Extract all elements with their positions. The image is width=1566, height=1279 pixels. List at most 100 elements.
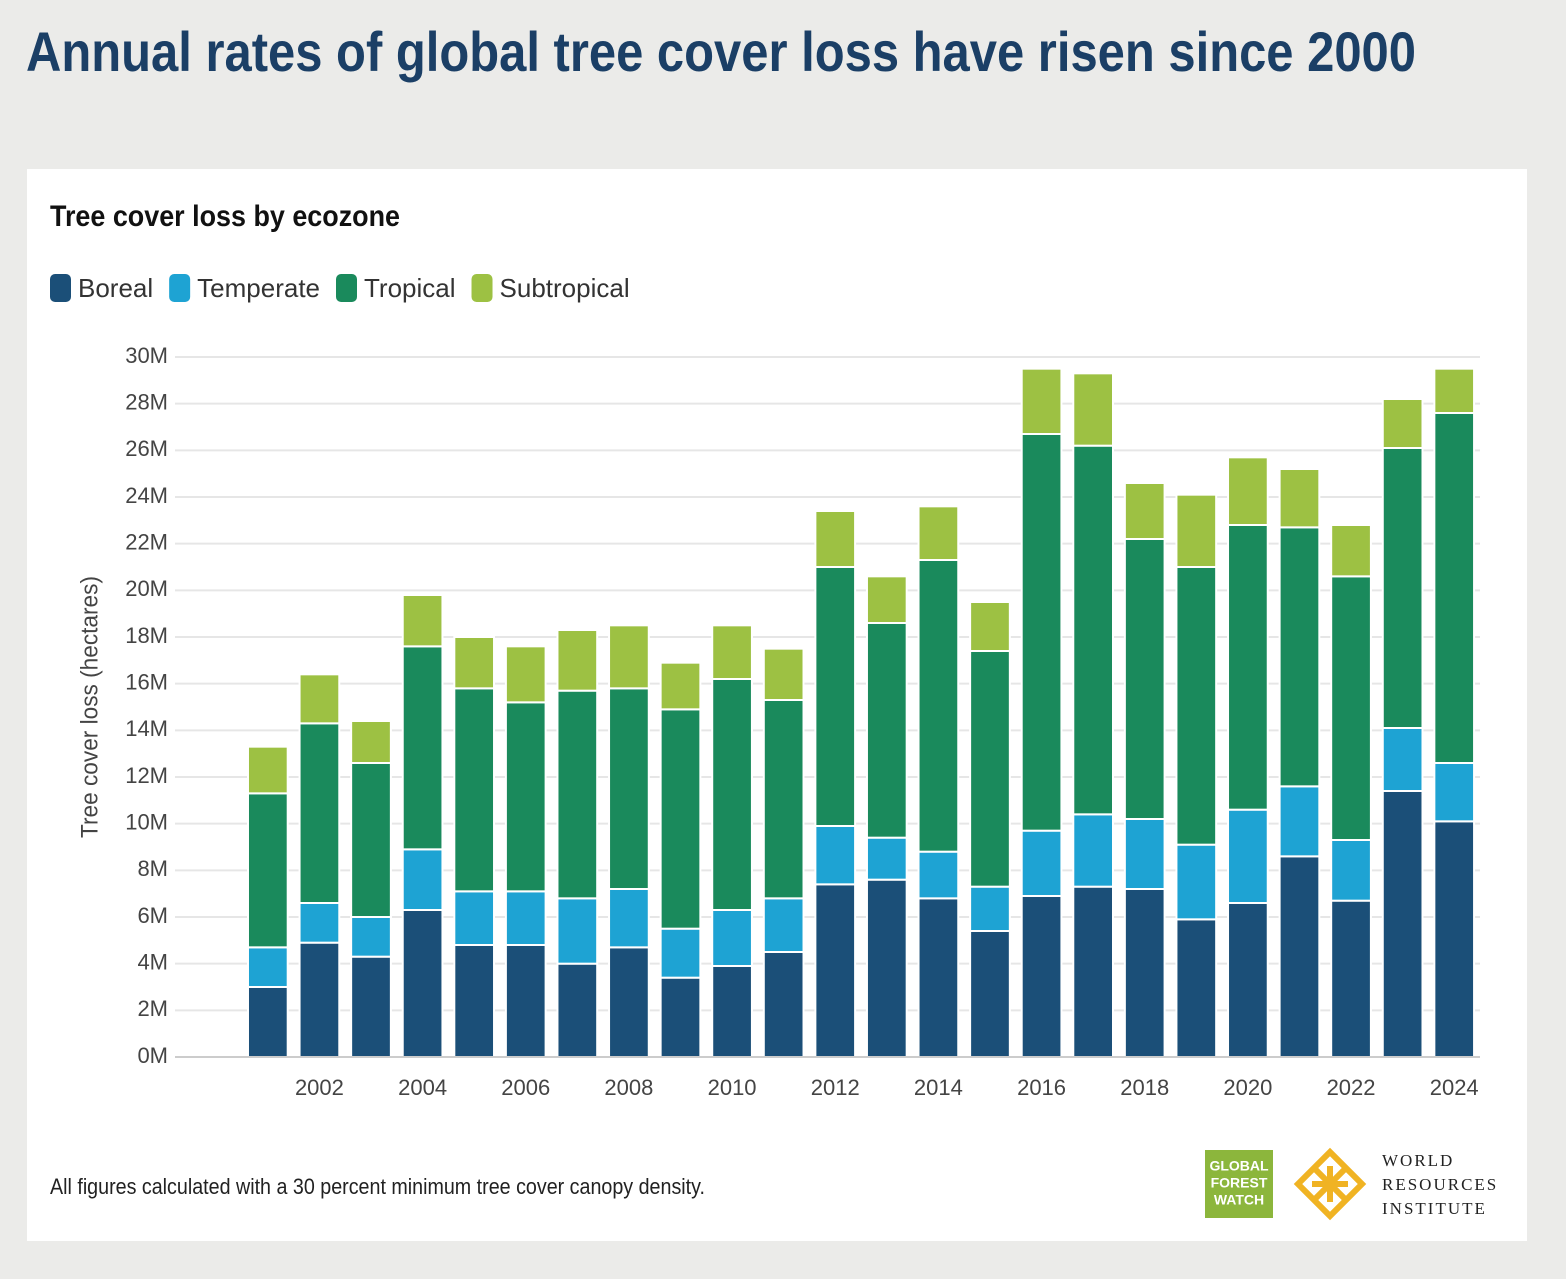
bar-segment xyxy=(659,976,702,1059)
bar-segment xyxy=(504,890,547,946)
bar-segment xyxy=(1278,855,1321,1058)
bar-segment xyxy=(298,722,341,904)
bar-segment xyxy=(556,629,599,692)
bar-segment xyxy=(1175,918,1218,1058)
legend-label: Subtropical xyxy=(500,273,630,303)
bar-segment xyxy=(762,647,805,702)
bar-segment xyxy=(969,650,1011,888)
bar-segment xyxy=(814,566,857,827)
bar-segment xyxy=(556,689,599,900)
bar-segment xyxy=(1123,818,1166,890)
bar-segment xyxy=(401,848,444,911)
y-tick-label: 2M xyxy=(137,996,168,1021)
bar-segment xyxy=(865,622,908,839)
x-tick-label: 2022 xyxy=(1327,1075,1376,1100)
bar-segment xyxy=(711,678,753,911)
x-tick-label: 2020 xyxy=(1223,1075,1272,1100)
x-tick-label: 2018 xyxy=(1120,1075,1169,1100)
bar-segment xyxy=(762,897,805,953)
gfw-logo-text: WATCH xyxy=(1214,1192,1264,1208)
bar-segment xyxy=(969,930,1011,1058)
gfw-logo-text: FOREST xyxy=(1211,1175,1268,1191)
bar-segment xyxy=(1381,727,1424,792)
legend-swatch xyxy=(169,274,191,302)
legend-swatch xyxy=(50,274,71,302)
bar-segment xyxy=(1381,447,1424,729)
bar-segment xyxy=(1433,412,1476,764)
bar-segment xyxy=(1227,902,1269,1058)
bar-segment xyxy=(917,505,960,562)
bar-segment xyxy=(608,624,650,690)
x-tick-label: 2006 xyxy=(501,1075,550,1100)
bar-segment xyxy=(1227,524,1269,811)
bar-segment xyxy=(504,944,547,1058)
bar-segment xyxy=(453,687,496,893)
bar-segment xyxy=(1020,367,1063,435)
bar-segment xyxy=(1278,468,1321,529)
bar-segment xyxy=(1123,888,1166,1058)
bar-segment xyxy=(1278,785,1321,858)
legend-swatch xyxy=(336,274,357,302)
bar-segment xyxy=(401,645,444,851)
bar-segment xyxy=(401,909,444,1058)
bar-segment xyxy=(711,624,753,680)
chart-title: Tree cover loss by ecozone xyxy=(50,200,400,233)
bar-segment xyxy=(1330,839,1372,902)
bar-segment xyxy=(917,559,960,853)
bar-segment xyxy=(659,927,702,979)
y-tick-label: 22M xyxy=(125,529,168,554)
bar-segment xyxy=(711,909,753,967)
bar-segment xyxy=(298,902,341,944)
bar-segment xyxy=(246,792,289,949)
wri-logo-text: INSTITUTE xyxy=(1382,1199,1487,1218)
y-tick-label: 4M xyxy=(137,949,168,974)
bar-segment xyxy=(917,897,960,1058)
bar-segment xyxy=(350,955,392,1059)
x-tick-label: 2012 xyxy=(811,1075,860,1100)
bar-segment xyxy=(969,601,1011,652)
bar-segment xyxy=(246,986,289,1058)
bar-segment xyxy=(1072,372,1115,447)
legend-label: Tropical xyxy=(364,273,456,303)
bar-segment xyxy=(917,850,960,900)
bar-segment xyxy=(350,720,392,764)
y-tick-label: 26M xyxy=(125,436,168,461)
x-tick-label: 2008 xyxy=(604,1075,653,1100)
bar-segment xyxy=(762,699,805,900)
y-tick-label: 6M xyxy=(137,903,168,928)
y-tick-label: 12M xyxy=(125,763,168,788)
bar-segment xyxy=(1330,899,1372,1059)
x-tick-label: 2014 xyxy=(914,1075,963,1100)
bar-segment xyxy=(453,944,496,1058)
y-tick-label: 28M xyxy=(125,389,168,414)
y-tick-label: 16M xyxy=(125,669,168,694)
bar-segment xyxy=(246,946,289,988)
bar-segment xyxy=(814,825,857,886)
bar-segment xyxy=(814,883,857,1058)
bar-segment xyxy=(814,510,857,568)
wri-logo-text: WORLD xyxy=(1382,1151,1454,1170)
bar-segment xyxy=(1433,367,1476,414)
bar-segment xyxy=(1020,829,1063,898)
x-tick-label: 2016 xyxy=(1017,1075,1066,1100)
legend-swatch xyxy=(471,274,493,302)
bar-segment xyxy=(556,897,599,965)
y-tick-label: 14M xyxy=(125,716,168,741)
bar-segment xyxy=(1072,813,1115,888)
bar-segment xyxy=(1072,885,1115,1059)
bar-segment xyxy=(1175,566,1218,846)
bar-segment xyxy=(1227,456,1269,527)
bar-segment xyxy=(504,701,547,893)
bar-segment xyxy=(865,836,908,881)
bar-segment xyxy=(969,885,1011,933)
y-tick-label: 30M xyxy=(125,343,168,368)
bar-segment xyxy=(711,965,753,1058)
bar-segment xyxy=(556,962,599,1059)
gfw-logo xyxy=(1205,1150,1273,1218)
y-tick-label: 20M xyxy=(125,576,168,601)
bar-segment xyxy=(504,645,547,704)
bar-segment xyxy=(1330,575,1372,841)
x-tick-label: 2002 xyxy=(295,1075,344,1100)
